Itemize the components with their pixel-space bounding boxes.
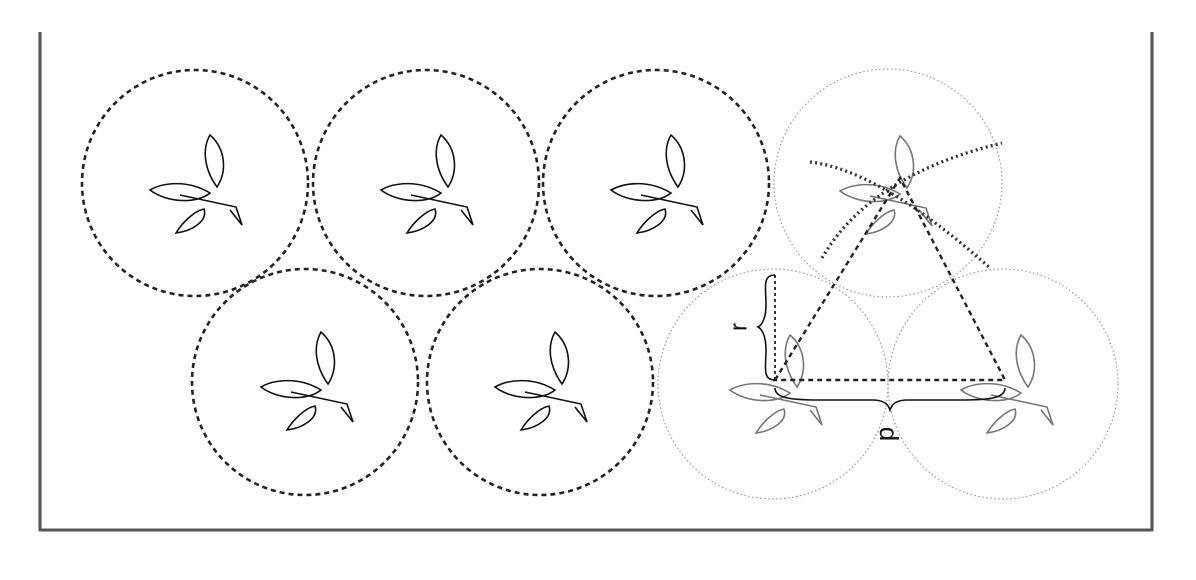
plant-7-icon [729,334,823,434]
plant-4-icon [260,331,354,431]
plant-1-icon [149,134,243,234]
plant-6-icon [839,135,933,235]
arc-left [809,160,992,270]
plant-5-icon [494,331,588,431]
arc-right [820,141,1003,259]
spacing-triangle [772,175,1007,382]
radius-label: r [725,323,752,331]
plant-5-circle [425,267,655,497]
frame-border [38,32,1154,532]
plant-3-icon [610,134,704,234]
plant-2-circle [311,68,541,298]
plant-3-circle [541,68,771,298]
plant-8-icon [960,334,1054,434]
plant-1-circle [80,68,310,298]
distance-brace [774,387,1006,413]
plant-2-icon [380,134,474,234]
radius-brace [756,274,776,381]
distance-label: d [874,427,904,441]
plant-6-circle [773,68,1003,298]
plant-7-circle [657,268,889,500]
plant-8-circle [887,268,1119,500]
plant-4-circle [190,267,420,497]
